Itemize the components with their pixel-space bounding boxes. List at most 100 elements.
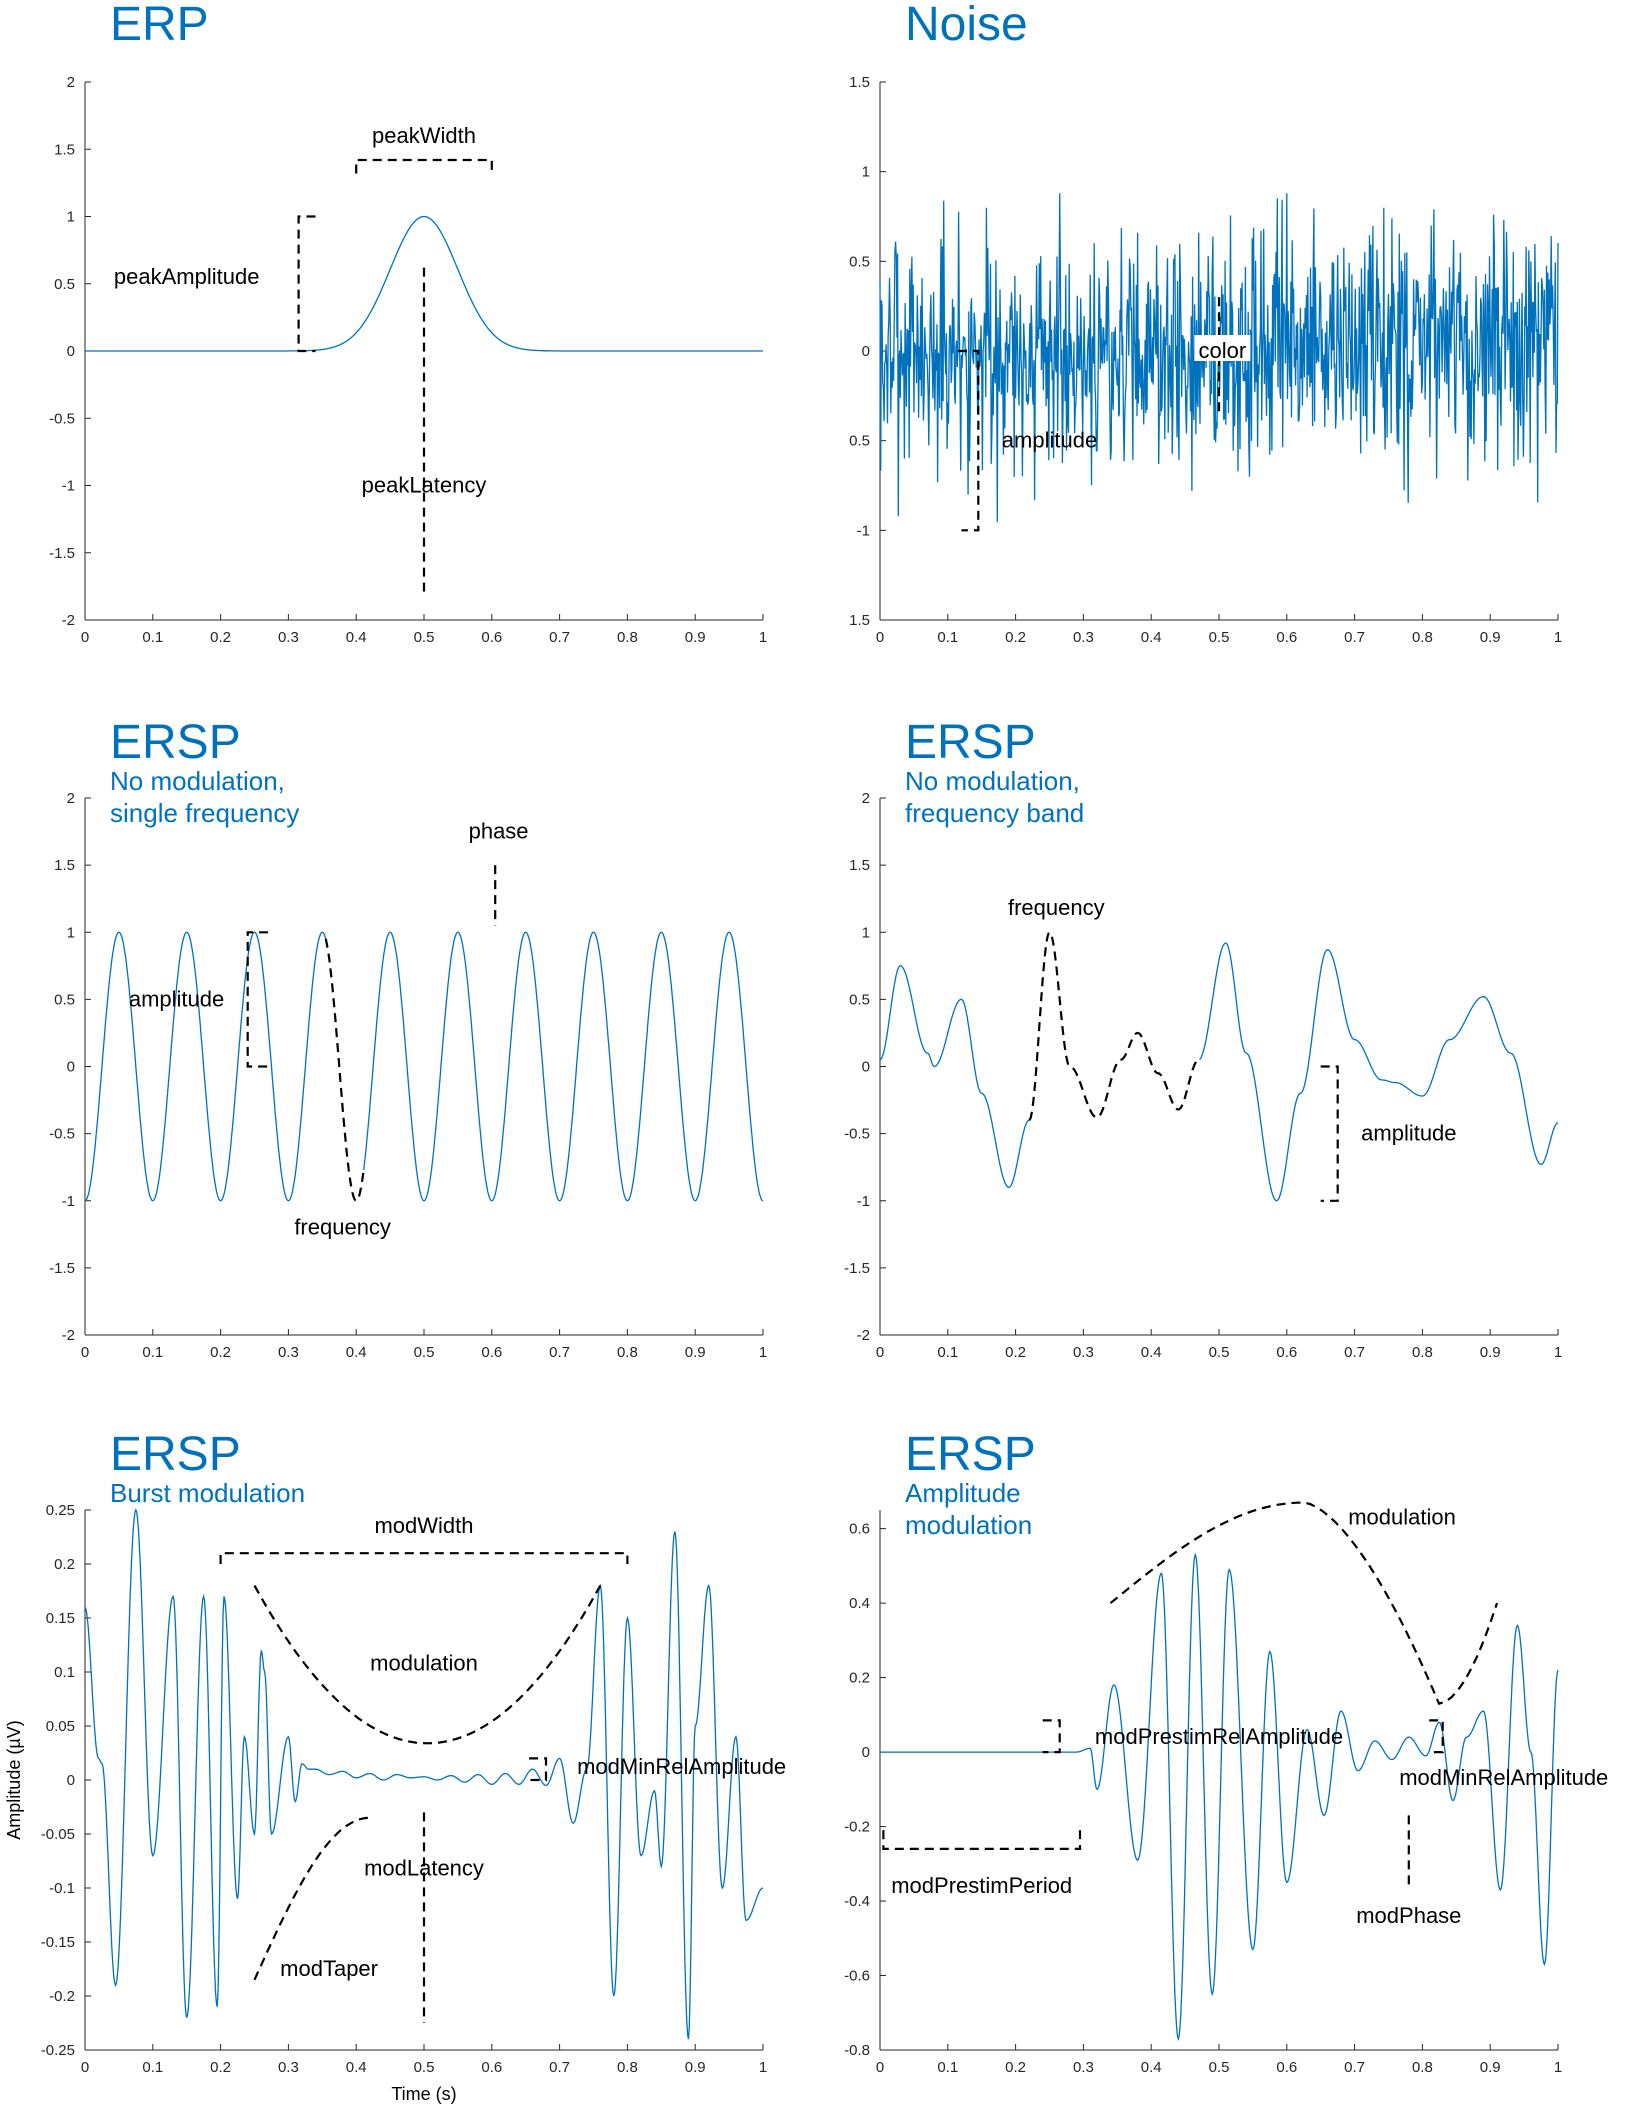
y-tick-label: 0	[862, 343, 870, 360]
annotation-label: modPrestimRelAmplitude	[1095, 1724, 1343, 1749]
x-tick-label: 0.6	[1276, 2059, 1297, 2076]
annotation-label: peakAmplitude	[114, 264, 260, 289]
x-tick-label: 0.2	[210, 1344, 231, 1361]
panel-subtitle: modulation	[905, 1510, 1032, 1540]
x-tick-label: 0.7	[549, 629, 570, 646]
panel-subtitle: Amplitude	[905, 1478, 1021, 1508]
annotation-backdrop	[1194, 335, 1251, 361]
x-tick-label: 0.7	[549, 1344, 570, 1361]
annotation-guide	[882, 1830, 1082, 1850]
y-tick-label: 0.05	[46, 1718, 75, 1735]
x-tick-label: 0.7	[549, 2059, 570, 2076]
x-tick-label: 1	[1554, 2059, 1562, 2076]
annotation-guide	[1109, 1501, 1499, 1706]
x-tick-label: 0	[876, 1344, 884, 1361]
x-tick-label: 0.5	[414, 1344, 435, 1361]
y-axis-label: Amplitude (µV)	[4, 1720, 24, 1839]
series-line	[879, 965, 1030, 1188]
y-tick-label: 1.5	[849, 857, 870, 874]
y-tick-label: -2	[62, 1327, 75, 1344]
panel-title: ERSP	[110, 1428, 241, 1481]
x-tick-label: 0.9	[1480, 2059, 1501, 2076]
y-tick-label: -0.5	[49, 410, 75, 427]
annotation-label: modPhase	[1356, 1903, 1461, 1928]
y-tick-label: -0.1	[49, 1880, 75, 1897]
x-tick-label: 0	[81, 629, 89, 646]
x-tick-label: 1	[1554, 629, 1562, 646]
annotation-label: frequency	[294, 1215, 391, 1240]
series-line	[1199, 942, 1559, 1202]
x-tick-label: 1	[759, 629, 767, 646]
x-tick-label: 0.1	[937, 1344, 958, 1361]
annotation-guide	[1042, 1719, 1061, 1754]
y-tick-label: 2	[862, 790, 870, 807]
x-tick-label: 0	[81, 2059, 89, 2076]
series-line	[84, 931, 327, 1202]
panel-title: ERSP	[905, 1428, 1036, 1481]
x-tick-label: 0.2	[210, 2059, 231, 2076]
x-tick-label: 0.1	[142, 2059, 163, 2076]
panel-subtitle: Burst modulation	[110, 1478, 305, 1508]
y-tick-label: 2	[67, 74, 75, 91]
x-tick-label: 0.8	[617, 2059, 638, 2076]
x-tick-label: 1	[759, 2059, 767, 2076]
x-tick-label: 0.8	[617, 1344, 638, 1361]
panel-title: ERP	[110, 0, 209, 51]
y-tick-label: -2	[62, 612, 75, 629]
x-tick-label: 0.6	[1276, 629, 1297, 646]
x-tick-label: 0.6	[481, 1344, 502, 1361]
x-tick-label: 0.1	[142, 629, 163, 646]
annotation-label: amplitude	[129, 986, 224, 1011]
x-tick-label: 0.2	[1005, 2059, 1026, 2076]
annotation-guide	[253, 1585, 602, 1745]
x-tick-label: 0.6	[1276, 1344, 1297, 1361]
x-tick-label: 0	[876, 629, 884, 646]
x-tick-label: 0.2	[1005, 629, 1026, 646]
x-tick-label: 0	[81, 1344, 89, 1361]
highlighted-series-segment	[324, 938, 365, 1202]
x-tick-label: 0.6	[481, 2059, 502, 2076]
x-tick-label: 0.1	[937, 2059, 958, 2076]
series-line	[363, 931, 764, 1202]
x-tick-label: 0.4	[1141, 2059, 1162, 2076]
y-tick-label: 0.25	[46, 1502, 75, 1519]
x-tick-label: 0.8	[617, 629, 638, 646]
y-tick-label: -0.8	[844, 2042, 870, 2059]
y-tick-label: 0.5	[849, 433, 870, 450]
y-tick-label: -1.5	[844, 1260, 870, 1277]
annotation-guide	[219, 1552, 629, 1564]
x-tick-label: 0.7	[1344, 2059, 1365, 2076]
x-tick-label: 0.4	[346, 2059, 367, 2076]
annotation-label: modLatency	[364, 1856, 484, 1881]
annotation-guide	[297, 215, 316, 353]
x-tick-label: 0.9	[1480, 1344, 1501, 1361]
annotation-label: phase	[469, 819, 529, 844]
x-tick-label: 0.2	[210, 629, 231, 646]
y-tick-label: -1	[857, 522, 870, 539]
annotation-guide	[355, 158, 493, 174]
y-tick-label: 0.5	[849, 253, 870, 270]
series-line	[85, 215, 763, 352]
x-tick-label: 0.2	[1005, 1344, 1026, 1361]
x-tick-label: 0.9	[685, 1344, 706, 1361]
annotation-label: peakLatency	[362, 473, 487, 498]
y-tick-label: 1	[67, 209, 75, 226]
y-tick-label: 1	[862, 924, 870, 941]
y-tick-label: -1	[62, 1193, 75, 1210]
x-tick-label: 0.3	[278, 2059, 299, 2076]
y-tick-label: 1	[67, 924, 75, 941]
annotation-label: modMinRelAmplitude	[577, 1754, 786, 1779]
y-tick-label: 0	[67, 1059, 75, 1076]
panel-subtitle: frequency band	[905, 798, 1084, 828]
y-tick-label: -0.5	[49, 1126, 75, 1143]
annotation-guide	[1429, 1719, 1444, 1754]
x-tick-label: 0	[876, 2059, 884, 2076]
x-tick-label: 0.4	[346, 629, 367, 646]
y-tick-label: -1	[62, 478, 75, 495]
panel-title: ERSP	[110, 716, 241, 769]
y-tick-label: 0.5	[54, 276, 75, 293]
